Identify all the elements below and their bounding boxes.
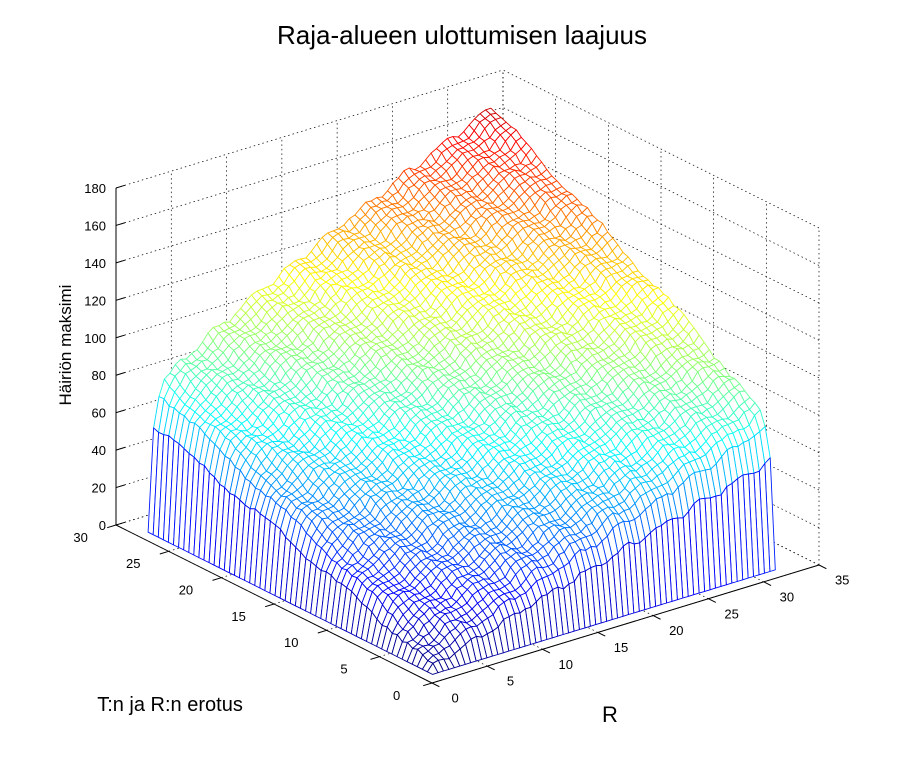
y-axis-label: T:n ja R:n erotus (97, 694, 243, 716)
z-axis-label: Häiriön maksimi (56, 285, 75, 406)
y-tick-mark (423, 682, 433, 687)
x-tick-mark (597, 631, 606, 637)
z-tick-mark (115, 446, 125, 451)
x-tick-mark (818, 564, 827, 570)
x-axis-line (431, 564, 820, 684)
x-tick-label: 30 (780, 589, 794, 604)
surface-mesh (147, 107, 776, 675)
x-tick-label: 25 (724, 606, 738, 621)
x-tick-label: 20 (669, 623, 683, 638)
side-wall-gridline-z (502, 182, 820, 341)
y-tick-label: 30 (73, 530, 87, 545)
x-tick-label: 5 (507, 674, 514, 689)
z-tick-label: 140 (84, 256, 106, 271)
z-tick-mark (115, 521, 125, 526)
side-wall-gridline-z (502, 69, 820, 229)
x-tick-mark (487, 665, 495, 671)
side-wall-gridline-z (502, 107, 820, 266)
z-tick-label: 40 (92, 443, 106, 458)
z-tick-mark (115, 409, 125, 414)
z-tick-label: 180 (84, 181, 106, 196)
x-tick-label: 35 (835, 573, 849, 588)
z-tick-mark (115, 484, 125, 489)
y-tick-mark (107, 524, 117, 529)
side-wall-gridline-z (502, 144, 820, 304)
y-tick-mark (370, 656, 380, 660)
y-tick-label: 15 (231, 609, 245, 624)
y-tick-label: 5 (340, 661, 347, 676)
z-tick-label: 160 (84, 218, 106, 233)
z-tick-mark (115, 184, 125, 189)
z-tick-mark (115, 334, 125, 339)
z-tick-label: 0 (99, 518, 106, 533)
y-tick-mark (212, 577, 222, 581)
z-tick-mark (115, 297, 125, 301)
z-tick-label: 120 (84, 293, 106, 308)
x-tick-label: 0 (452, 691, 459, 706)
x-tick-mark (708, 598, 717, 603)
z-tick-label: 100 (84, 331, 106, 346)
y-tick-label: 25 (126, 556, 140, 571)
y-tick-label: 20 (179, 582, 193, 597)
z-tick-mark (115, 372, 125, 376)
x-tick-label: 10 (559, 657, 573, 672)
y-tick-mark (265, 603, 275, 608)
x-tick-mark (763, 581, 772, 586)
x-tick-mark (431, 682, 440, 688)
x-axis-label: R (602, 702, 618, 727)
x-tick-label: 15 (614, 640, 628, 655)
y-tick-label: 0 (393, 688, 400, 703)
z-tick-label: 80 (92, 368, 106, 383)
z-tick-mark (115, 259, 125, 264)
x-tick-mark (542, 648, 551, 654)
z-tick-label: 20 (92, 481, 106, 496)
chart-title: Raja-alueen ulottumisen laajuus (277, 20, 647, 50)
y-tick-mark (317, 629, 327, 634)
x-tick-mark (652, 615, 661, 620)
z-tick-label: 60 (92, 406, 106, 421)
y-tick-label: 10 (284, 635, 298, 650)
z-tick-mark (115, 222, 125, 226)
y-tick-mark (159, 550, 169, 555)
